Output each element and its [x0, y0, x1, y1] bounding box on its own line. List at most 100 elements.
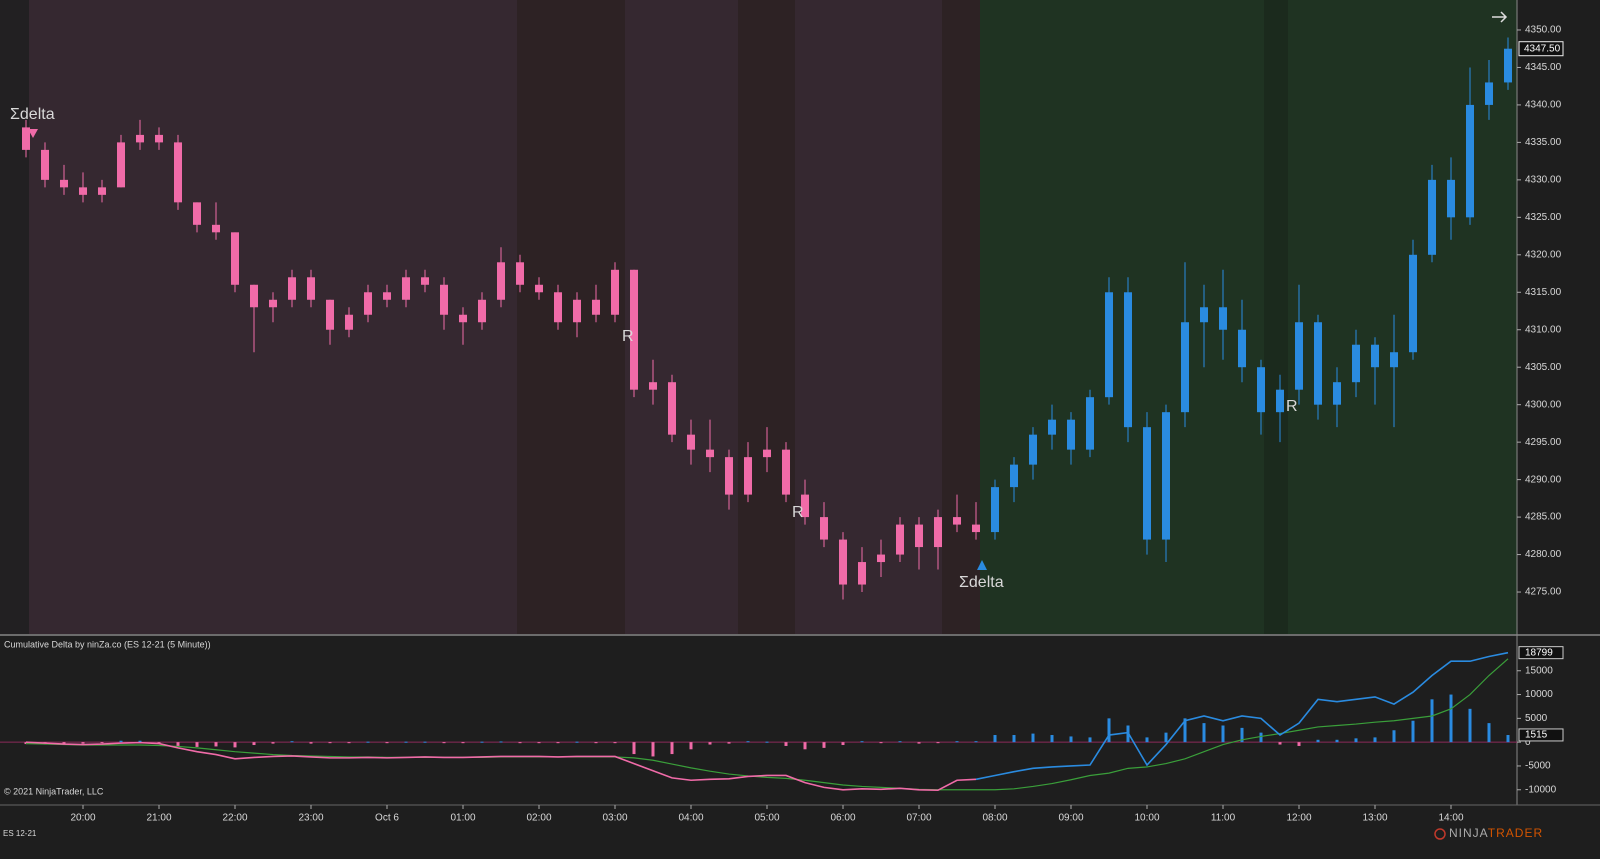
candle-body	[421, 277, 429, 285]
candle-body	[535, 284, 543, 293]
candle-body	[1295, 322, 1303, 390]
x-tick-label: 22:00	[222, 813, 247, 824]
delta-line	[975, 651, 1509, 781]
delta-bar	[157, 742, 161, 744]
delta-bar	[727, 742, 731, 744]
candle-body	[782, 449, 790, 495]
delta-bar	[1202, 723, 1206, 743]
candle-body	[554, 292, 562, 323]
delta-bar	[594, 742, 598, 744]
delta-bar	[328, 742, 332, 744]
delta-bar	[575, 741, 579, 743]
candle-body	[231, 232, 239, 285]
candle-body	[1143, 427, 1151, 540]
y-tick-label: 4290.00	[1525, 474, 1562, 485]
delta-bar	[879, 742, 883, 744]
delta-bar	[670, 742, 674, 755]
delta-bar	[1335, 739, 1339, 743]
candle-body	[1504, 48, 1512, 83]
candle-body	[611, 269, 619, 315]
annotation: R	[792, 504, 804, 521]
candle-body	[326, 299, 334, 330]
value-marker-label: 18799	[1525, 647, 1553, 658]
session	[942, 0, 980, 634]
candle-body	[497, 262, 505, 300]
x-tick-label: 02:00	[526, 813, 551, 824]
candle-body	[1105, 292, 1113, 398]
candle-body	[687, 434, 695, 450]
x-tick-label: 03:00	[602, 813, 627, 824]
candle-body	[174, 142, 182, 203]
candle-body	[858, 562, 866, 585]
y-tick-label: 4335.00	[1525, 137, 1562, 148]
candle-body	[345, 314, 353, 330]
delta-bar	[1354, 738, 1358, 743]
candle-body	[288, 277, 296, 300]
delta-bar	[651, 742, 655, 757]
delta-bar	[803, 742, 807, 750]
annotation: Σdelta	[959, 574, 1004, 591]
delta-bar	[233, 742, 237, 748]
x-tick-label: 09:00	[1058, 813, 1083, 824]
candle-body	[1276, 389, 1284, 413]
y-tick-label: 4345.00	[1525, 62, 1562, 73]
y-tick-label: 4295.00	[1525, 437, 1562, 448]
delta-bar	[176, 742, 180, 746]
logo-part: TRADER	[1488, 826, 1543, 840]
logo-mark	[1434, 828, 1446, 840]
x-tick-label: 05:00	[754, 813, 779, 824]
candle-body	[763, 449, 771, 458]
annotation: Σdelta	[10, 106, 55, 123]
candle-body	[250, 284, 258, 308]
signal-up	[977, 560, 987, 570]
delta-bar	[936, 742, 940, 744]
copyright: © 2021 NinjaTrader, LLC	[4, 786, 104, 796]
value-marker	[1518, 646, 1564, 660]
candle-body	[155, 134, 163, 143]
candle-body	[1067, 419, 1075, 450]
x-tick-label: 13:00	[1362, 813, 1387, 824]
delta-bar	[1031, 733, 1035, 743]
candle-body	[1428, 179, 1436, 255]
candle-body	[668, 382, 676, 435]
delta-bar	[784, 742, 788, 746]
instrument: ES 12-21	[3, 829, 37, 838]
scroll-arrow[interactable]	[1492, 11, 1508, 23]
candle-body	[117, 142, 125, 188]
y-tick-label: 4330.00	[1525, 174, 1562, 185]
value-marker-label: 1515	[1525, 730, 1548, 741]
candle-body	[136, 134, 144, 143]
logo-part: NINJA	[1449, 826, 1488, 840]
y-tick-label: 0	[1525, 737, 1531, 748]
y-tick-label: 4310.00	[1525, 324, 1562, 335]
candle-body	[1048, 419, 1056, 435]
delta-bar	[252, 742, 256, 746]
candle-body	[573, 299, 581, 323]
delta-bar	[366, 741, 370, 743]
candle-body	[877, 554, 885, 563]
delta-bar	[100, 742, 104, 744]
session	[625, 0, 738, 634]
candle-body	[459, 314, 467, 323]
candle-body	[649, 382, 657, 390]
session	[738, 0, 795, 634]
candle-body	[79, 187, 87, 195]
delta-bar	[290, 741, 294, 743]
x-tick-label: 08:00	[982, 813, 1007, 824]
delta-bar	[822, 742, 826, 748]
candle-body	[1181, 322, 1189, 413]
delta-bar	[1145, 737, 1149, 743]
x-tick-label: 12:00	[1286, 813, 1311, 824]
delta-bar	[499, 741, 503, 743]
y-tick-label: 4275.00	[1525, 587, 1562, 598]
plot: 4275.00 4280.00 4285.00 4290.00 4295.00 4300.…	[0, 25, 1564, 824]
x-tick-label: 10:00	[1134, 813, 1159, 824]
delta-bar	[1012, 735, 1016, 743]
delta-bar	[556, 742, 560, 744]
delta-bar	[689, 742, 693, 750]
candle-body	[725, 457, 733, 495]
delta-bar	[1449, 694, 1453, 743]
delta-bar	[1240, 727, 1244, 743]
y-tick-label: -10000	[1525, 784, 1557, 795]
candle-body	[269, 299, 277, 308]
